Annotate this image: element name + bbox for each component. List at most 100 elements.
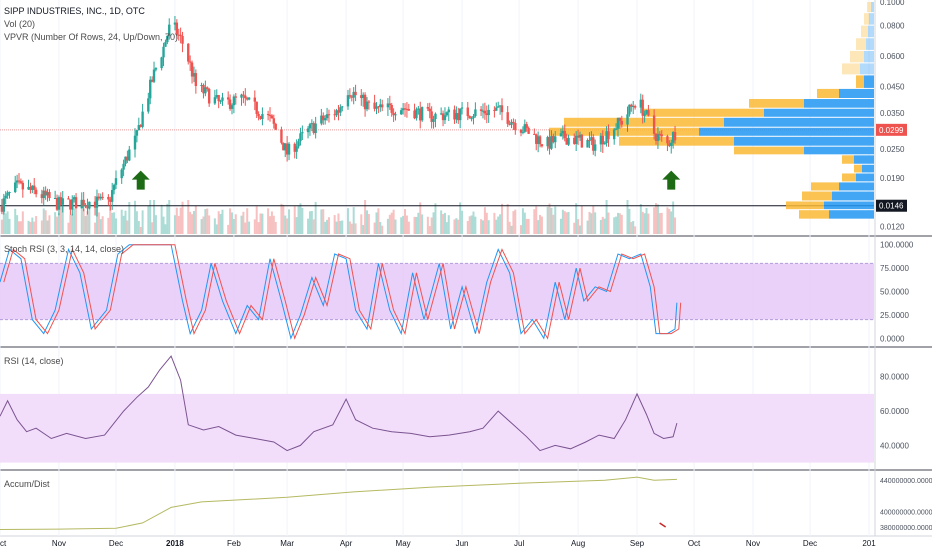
candle-body [443,115,447,121]
vpvr-legend[interactable]: VPVR (Number Of Rows, 24, Up/Down, 70) [4,32,179,42]
volume-bar [293,206,296,234]
volume-bar [388,214,391,234]
volume-bar [267,208,270,234]
volume-bar [18,221,21,234]
volume-bar [573,222,576,234]
volume-bar [44,210,47,234]
candle-body [179,34,182,36]
candle-body [472,116,475,119]
candle-body [4,195,7,199]
volume-bar [527,218,530,234]
volume-bar [73,208,76,234]
candle-body [458,108,462,121]
candle-body [93,201,97,208]
volume-bar [162,216,165,234]
candle-body [27,186,30,190]
candle-body [314,123,317,134]
volume-bar [187,200,190,234]
volume-bar [94,222,97,234]
candle-body [175,22,179,35]
candle-body [204,87,207,94]
candle-body [605,131,608,144]
rsi-axis-tick-label: 80.0000 [880,373,909,382]
candle-body [86,204,89,209]
candle-body [407,109,411,111]
volume-profile-up-bar [764,108,874,117]
volume-bar [57,213,60,234]
time-axis-tick-label: Oct [0,539,7,548]
volume-bar [550,207,553,234]
volume-legend[interactable]: Vol (20) [4,19,36,29]
candle-body [593,144,597,151]
volume-bar [124,210,127,234]
volume-bars [0,200,677,234]
volume-bar [402,215,405,234]
candle-body [268,114,272,116]
candle-body [552,135,555,143]
candle-body [2,198,6,212]
volume-profile-down-bar [861,25,868,38]
candle-body [485,113,488,116]
volume-profile-up-bar [832,191,874,201]
candle-body [567,137,570,145]
candle-body [633,106,637,108]
stoch-rsi-legend[interactable]: Stoch RSI (3, 3, 14, 14, close) [4,244,125,254]
volume-bar [126,220,129,234]
candle-body [164,42,167,47]
candle-body [337,110,340,113]
candle-body [312,123,315,134]
volume-bar [33,221,36,234]
volume-bar [453,219,456,234]
volume-bar [580,205,583,234]
candle-body [658,133,662,135]
time-axis-tick-label: Oct [688,539,701,548]
volume-bar [69,214,72,234]
time-axis-tick-label: Jun [456,539,469,548]
candle-body [574,135,578,144]
candle-body [280,129,283,143]
volume-profile-down-bar [842,63,860,75]
candle-body [641,99,644,116]
accum-dist-legend[interactable]: Accum/Dist [4,479,50,489]
volume-profile-up-bar [804,99,874,108]
volume-bar [630,222,633,234]
volume-bar [364,200,367,234]
candle-body [354,91,357,96]
volume-bar [481,220,484,234]
volume-profile-up-bar [839,88,874,99]
volume-bar [474,216,477,234]
candle-body [381,104,384,108]
volume-profile-up-bar [734,136,874,146]
volume-bar [354,223,357,234]
candle-body [177,34,180,36]
rsi-line [0,355,678,452]
candle-body [405,108,409,110]
symbol-title[interactable]: SIPP INDUSTRIES, INC., 1D, OTC [4,6,145,16]
volume-profile-up-bar [829,210,874,219]
volume-bar [493,212,496,234]
volume-bar [443,212,446,234]
candle-body [33,185,36,190]
volume-bar [84,216,87,234]
volume-bar [200,219,203,234]
volume-bar [31,217,34,234]
volume-bar [27,220,30,234]
volume-bar [468,216,471,234]
volume-profile-down-bar [842,173,856,182]
volume-bar [6,211,9,234]
candle-body [612,129,616,140]
candle-body [620,120,624,125]
volume-bar [67,222,70,234]
candle-body [671,131,675,143]
volume-bar [219,214,222,234]
rsi-legend[interactable]: RSI (14, close) [4,356,64,366]
volume-bar [280,203,283,234]
volume-bar [282,204,285,234]
volume-bar [194,205,197,234]
volume-bar [208,215,211,234]
rsi-axis-tick-label: 40.0000 [880,441,909,450]
candle-body [379,104,382,107]
candle-body [417,108,420,110]
volume-bar [645,207,648,234]
candle-body [287,143,291,155]
